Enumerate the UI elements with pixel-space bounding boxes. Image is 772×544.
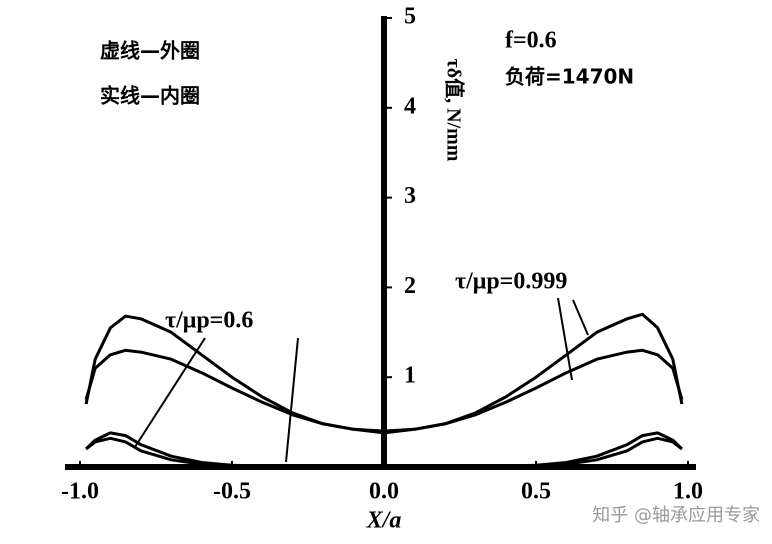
annotation: 虚线—外圈 — [100, 39, 200, 63]
leader-line — [134, 337, 299, 463]
y-tick-label: 5 — [404, 4, 416, 30]
watermark: 知乎 @轴承应用专家 — [592, 505, 760, 526]
annotation: τ/μp=0.6 — [165, 308, 253, 334]
data-line — [85, 436, 683, 469]
leader-line — [557, 297, 589, 381]
x-axis-label: X/a — [366, 508, 402, 534]
y-tick-label: 4 — [404, 93, 416, 119]
annotation: 实线—内圈 — [100, 84, 200, 108]
y-tick-label: 2 — [404, 273, 416, 299]
annotation: f=0.6 — [505, 28, 557, 54]
y-tick-label: 3 — [404, 183, 416, 209]
y-axis-label: τδ值, N/mm — [442, 59, 466, 162]
x-tick-label: 0.5 — [521, 479, 551, 505]
x-tick-label: 0.0 — [369, 479, 399, 505]
y-tick-label: 1 — [404, 363, 416, 389]
data-line — [84, 312, 684, 433]
annotation: τ/μp=0.999 — [455, 269, 567, 295]
x-tick-label: -0.5 — [213, 479, 251, 505]
x-tick-label: 1.0 — [673, 479, 703, 505]
x-tick-label: -1.0 — [61, 479, 99, 505]
annotation: 负荷=1470N — [505, 65, 634, 89]
data-line — [84, 348, 684, 435]
